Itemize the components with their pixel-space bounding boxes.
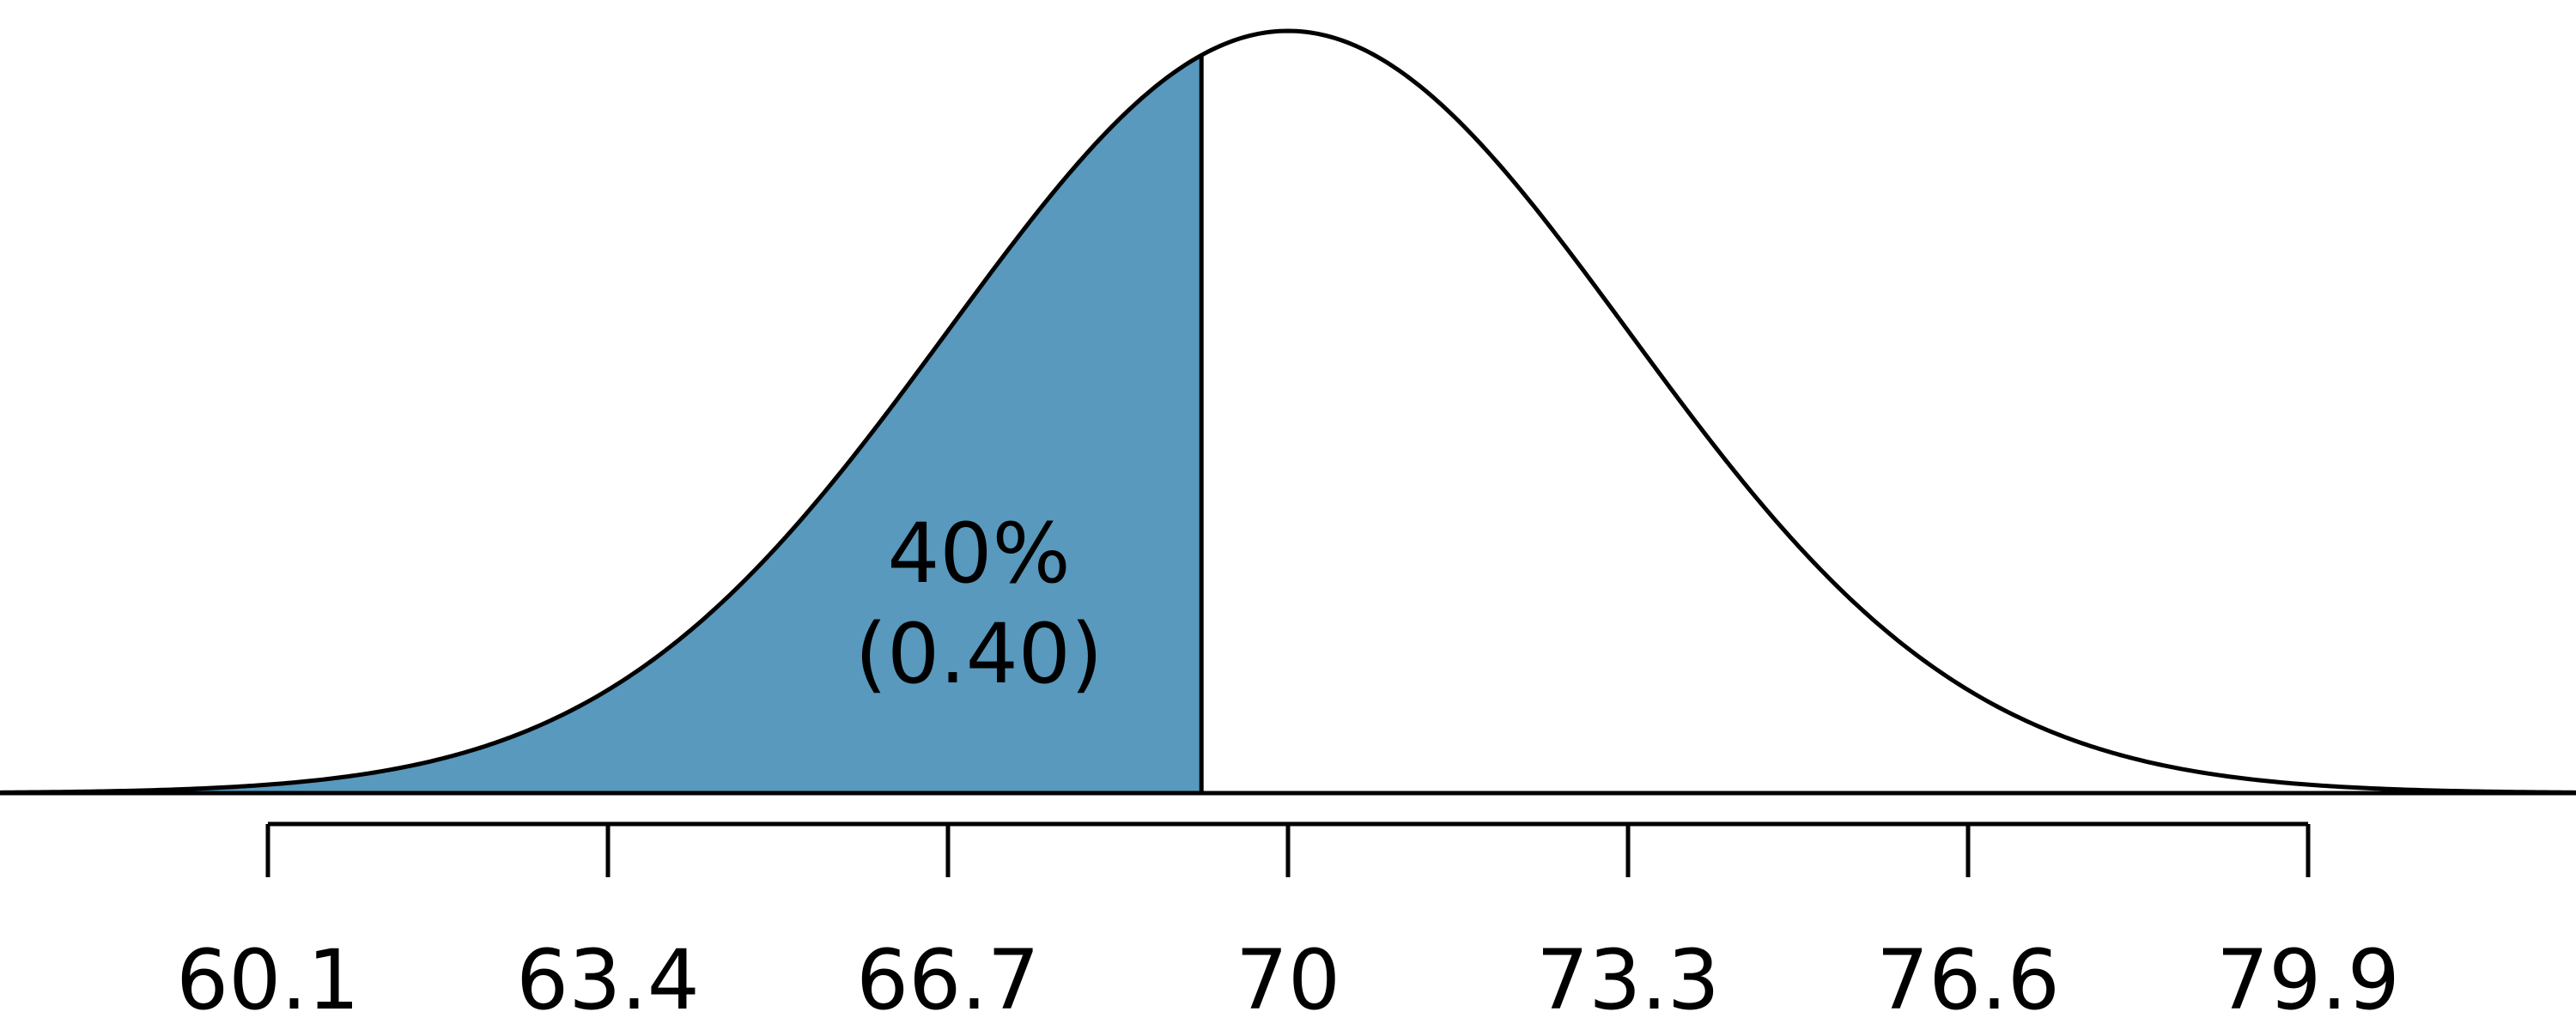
shaded-area-40-percent — [0, 55, 1202, 793]
x-tick-label: 63.4 — [516, 932, 700, 1028]
x-tick-label: 79.9 — [2216, 932, 2400, 1028]
x-tick-label: 73.3 — [1536, 932, 1720, 1028]
x-axis: 60.1 63.4 66.7 70 73.3 76.6 79.9 — [176, 821, 2400, 1028]
x-tick-label: 66.7 — [856, 932, 1040, 1028]
x-tick-label: 76.6 — [1876, 932, 2060, 1028]
area-percent-label: 40% — [887, 506, 1070, 602]
x-tick-label: 60.1 — [176, 932, 360, 1028]
x-tick-label: 70 — [1236, 932, 1340, 1028]
area-proportion-label: (0.40) — [855, 606, 1103, 702]
normal-density-curve — [0, 28, 2576, 795]
